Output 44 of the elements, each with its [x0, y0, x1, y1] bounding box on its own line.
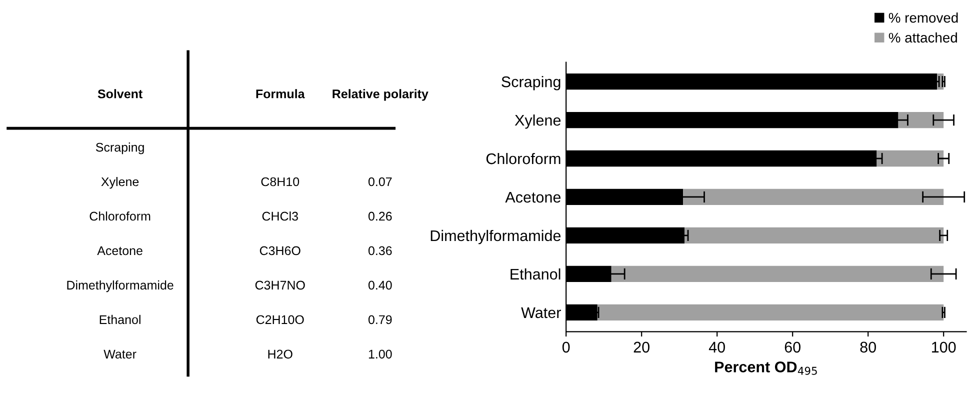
- x-tick-label: 60: [784, 342, 800, 353]
- text: CHCl3: [262, 211, 298, 221]
- text: C3H6O: [260, 246, 300, 256]
- bar: [876, 150, 944, 167]
- category-label: Chloroform: [90, 211, 150, 221]
- bar: [611, 266, 944, 282]
- x-tick-label: 40: [708, 342, 725, 353]
- y-tick-label: Dimethylformamide: [430, 230, 561, 244]
- category-label: Formula: [256, 89, 305, 98]
- y-tick-label: Water: [521, 307, 561, 318]
- category-label: Scraping: [96, 142, 144, 154]
- legend-label: % attached: [888, 32, 957, 43]
- category-label: Water: [104, 350, 136, 359]
- text: 1.00: [368, 350, 392, 359]
- y-tick-label: Acetone: [505, 192, 561, 203]
- x-tick-label: 0: [562, 342, 570, 353]
- x-tick-label: 100: [932, 342, 956, 353]
- text: C2H10O: [256, 315, 304, 324]
- x-tick-label: 80: [860, 342, 876, 353]
- category-label: Relative polarity: [332, 89, 428, 101]
- bar: [684, 227, 944, 244]
- text: 0.26: [368, 212, 392, 221]
- x-tick-label: 20: [634, 342, 650, 353]
- y-tick-label: Ethanol: [510, 268, 560, 280]
- bar: [898, 112, 944, 128]
- text: C3H7NO: [255, 280, 305, 290]
- category-label: Dimethylformamide: [67, 280, 174, 292]
- legend-label: % removed: [888, 12, 958, 23]
- y-tick-label: Chloroform: [486, 152, 560, 164]
- y-tick-label: Scraping: [502, 76, 560, 90]
- text: H2O: [268, 350, 292, 359]
- category-label: Xylene: [101, 176, 139, 189]
- category-label: Ethanol: [100, 314, 140, 324]
- text: 0.79: [368, 315, 392, 324]
- text: 0.40: [368, 280, 392, 290]
- text: 0.07: [368, 177, 392, 186]
- category-label: Solvent: [98, 89, 142, 98]
- bar: [683, 188, 944, 206]
- category-label: Acetone: [97, 246, 142, 256]
- text: 0.36: [368, 246, 392, 256]
- text: C8H10: [261, 177, 300, 186]
- x-axis-title: Percent OD$_{495}$: [715, 362, 817, 375]
- y-tick-label: Xylene: [514, 114, 561, 129]
- bar: [597, 304, 944, 320]
